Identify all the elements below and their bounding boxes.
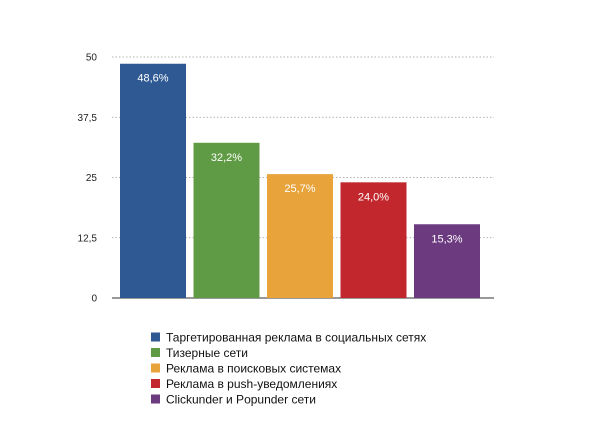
y-tick-label: 25 — [86, 173, 98, 184]
y-axis: 0 12,5 25 37,5 50 — [78, 53, 98, 305]
y-tick-label: 12,5 — [78, 233, 98, 244]
legend-label: Таргетированная реклама в социальных сет… — [166, 331, 426, 345]
legend-swatch — [151, 332, 160, 342]
bar-value-label: 24,0% — [358, 191, 389, 203]
bar-value-label: 32,2% — [211, 152, 242, 164]
data-labels: 48,6% 32,2% 25,7% 24,0% 15,3% — [137, 73, 462, 246]
legend-label: Реклама в поисковых системах — [166, 362, 341, 376]
legend-label: Тизерные сети — [166, 346, 248, 360]
bar — [414, 224, 480, 298]
y-tick-label: 37,5 — [78, 113, 98, 124]
bar — [193, 142, 260, 298]
y-tick-label: 50 — [86, 53, 98, 64]
legend-swatch — [151, 394, 160, 404]
bars — [120, 63, 480, 298]
legend-swatch — [151, 363, 160, 373]
bar — [267, 174, 333, 298]
bar — [120, 63, 186, 298]
legend-label: Реклама в push-уведомлениях — [166, 377, 337, 391]
legend-swatch — [151, 348, 160, 357]
bar-value-label: 25,7% — [284, 183, 315, 195]
legend: Таргетированная реклама в социальных сет… — [151, 331, 426, 407]
y-tick-label: 0 — [91, 294, 97, 305]
bar-value-label: 48,6% — [137, 73, 168, 85]
bar — [340, 182, 407, 298]
legend-label: Clickunder и Popunder сети — [166, 393, 316, 407]
bar-value-label: 15,3% — [431, 233, 462, 245]
legend-swatch — [151, 379, 160, 388]
